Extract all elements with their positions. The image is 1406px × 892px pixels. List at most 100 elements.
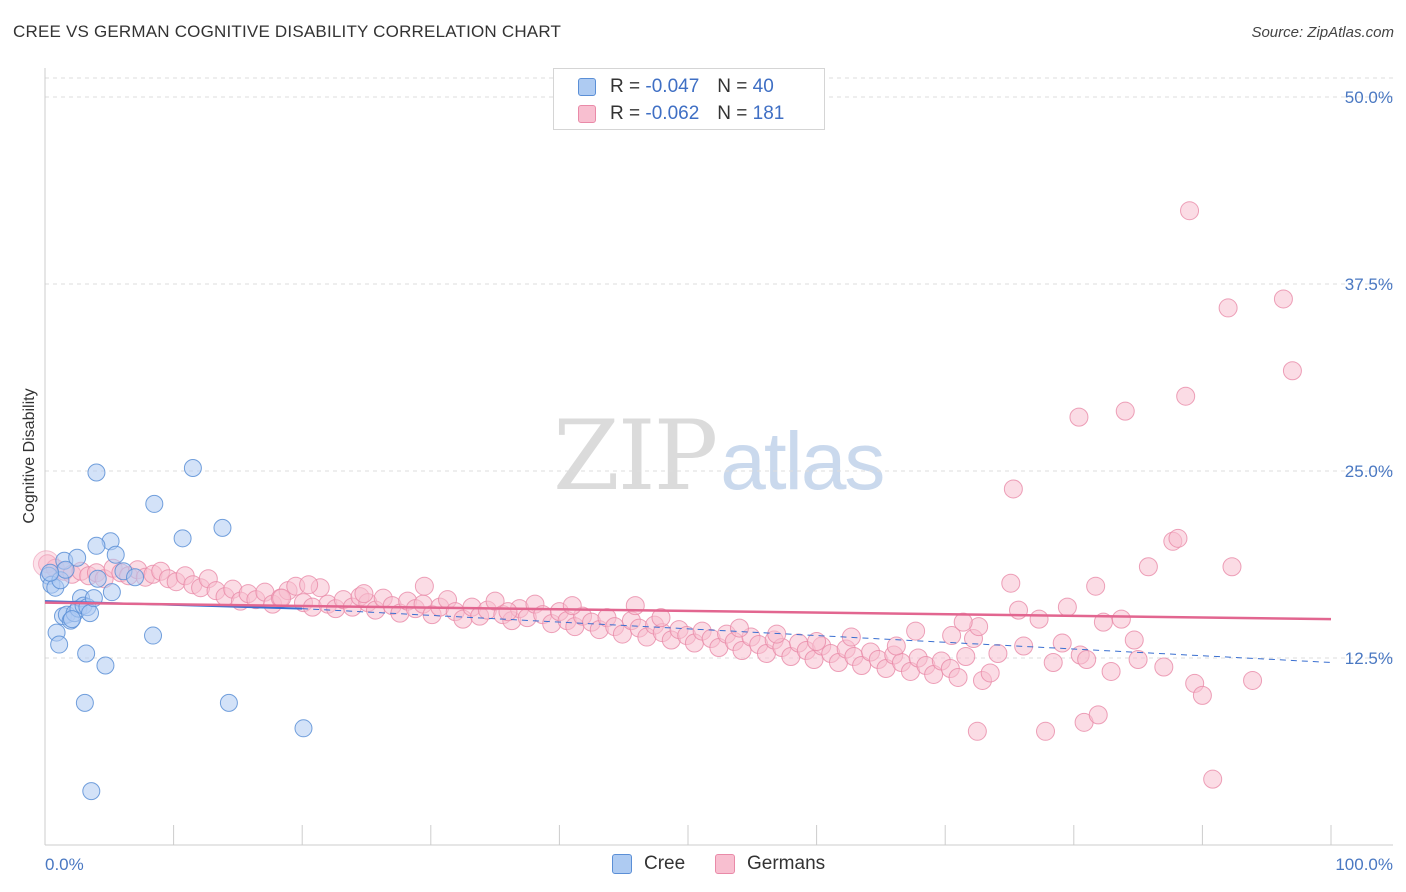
- cree-point: [96, 656, 115, 675]
- germans-swatch: [715, 854, 735, 874]
- germans-point: [1243, 670, 1263, 690]
- y-axis-title: Cognitive Disability: [21, 388, 38, 523]
- cree-point: [63, 610, 82, 629]
- germans-point: [1052, 633, 1072, 653]
- cree-point: [144, 626, 163, 645]
- germans-point: [886, 636, 906, 656]
- cree-swatch: [578, 78, 596, 96]
- germans-point: [651, 608, 671, 628]
- axes: [44, 68, 1393, 846]
- germans-point: [1069, 407, 1089, 427]
- germans-point: [1043, 652, 1063, 672]
- legend-row-cree: R = -0.047 N = 40: [578, 74, 774, 100]
- legend-n-value-germans: 181: [752, 103, 785, 124]
- germans-point: [1128, 649, 1148, 669]
- correlation-legend: R = -0.047 N = 40 R = -0.062 N = 181: [553, 68, 825, 130]
- cree-point: [56, 560, 75, 579]
- legend-r-label: R =: [610, 103, 641, 124]
- cree-point: [219, 693, 238, 712]
- germans-point: [562, 596, 582, 616]
- germans-point: [1218, 298, 1238, 318]
- germans-point: [414, 576, 434, 596]
- cree-point: [173, 529, 192, 548]
- cree-trend-dashed: [302, 608, 1332, 663]
- germans-point: [498, 602, 518, 622]
- germans-point: [1222, 557, 1242, 577]
- germans-point: [1077, 649, 1097, 669]
- germans-point: [948, 667, 968, 687]
- germans-point: [1088, 705, 1108, 725]
- source-label: Source: ZipAtlas.com: [1251, 24, 1394, 41]
- germans-point: [988, 644, 1008, 664]
- germans-point: [852, 655, 872, 675]
- cree-point: [102, 583, 121, 602]
- cree-point: [87, 463, 106, 482]
- cree-point: [41, 563, 60, 582]
- y-tick-label: 50.0%: [1345, 88, 1393, 107]
- cree-point: [50, 635, 69, 654]
- germans-point: [953, 612, 973, 632]
- x-tick-label: 0.0%: [45, 855, 84, 874]
- x-tick-label: 100.0%: [1335, 855, 1393, 874]
- legend-n-label: N =: [717, 103, 748, 124]
- germans-point: [807, 632, 827, 652]
- cree-point: [88, 569, 107, 588]
- germans-point: [1101, 661, 1121, 681]
- cree-point: [75, 693, 94, 712]
- cree-point: [106, 545, 125, 564]
- cree-point: [213, 518, 232, 537]
- bottom-legend-germans-label: Germans: [747, 853, 826, 874]
- cree-series: [39, 459, 313, 801]
- gridlines: [45, 77, 1393, 659]
- germans-point: [1192, 685, 1212, 705]
- watermark-atlas: atlas: [720, 416, 885, 507]
- axis-labels: 12.5% 25.0% 37.5% 50.0% 0.0% 100.0% Cognitive …: [21, 88, 1393, 874]
- germans-point: [1029, 609, 1049, 629]
- germans-point: [906, 621, 926, 641]
- germans-point: [967, 721, 987, 741]
- cree-point: [81, 604, 100, 623]
- legend-r-value-germans: -0.062: [645, 103, 700, 124]
- germans-point: [1003, 479, 1023, 499]
- chart-title: CREE VS GERMAN COGNITIVE DISABILITY CORR…: [13, 22, 562, 41]
- legend-n-value-cree: 40: [752, 76, 774, 97]
- germans-point: [354, 584, 374, 604]
- y-tick-label: 25.0%: [1345, 462, 1393, 481]
- germans-point: [956, 647, 976, 667]
- cree-point: [82, 782, 101, 801]
- germans-point: [299, 575, 319, 595]
- bottom-legend-cree-label: Cree: [644, 853, 686, 874]
- germans-point: [1154, 657, 1174, 677]
- cree-point: [68, 548, 87, 567]
- germans-point: [1282, 361, 1302, 381]
- legend-r-label: R =: [610, 76, 641, 97]
- trend-lines: [44, 600, 1332, 663]
- germans-point: [1273, 289, 1293, 309]
- germans-point: [625, 596, 645, 616]
- cree-point: [126, 568, 145, 587]
- germans-point: [1086, 576, 1106, 596]
- legend-n-label: N =: [717, 76, 748, 97]
- legend-r-value-cree: -0.047: [645, 76, 700, 97]
- germans-point: [1176, 386, 1196, 406]
- cree-swatch: [612, 854, 632, 874]
- y-tick-label: 37.5%: [1345, 275, 1393, 294]
- germans-point: [1115, 401, 1135, 421]
- cree-point: [294, 719, 313, 738]
- cree-point: [183, 459, 202, 478]
- germans-point: [1180, 201, 1200, 221]
- germans-point: [1036, 721, 1056, 741]
- legend-row-germans: R = -0.062 N = 181: [578, 101, 784, 127]
- bottom-legend-germans: Germans: [715, 852, 825, 876]
- watermark: ZIPatlas: [553, 400, 885, 512]
- germans-point: [942, 626, 962, 646]
- germans-point: [1111, 609, 1131, 629]
- germans-point: [729, 618, 749, 638]
- germans-point: [1203, 769, 1223, 789]
- cree-point: [145, 494, 164, 513]
- germans-point: [980, 663, 1000, 683]
- germans-point: [1001, 573, 1021, 593]
- cree-point: [87, 536, 106, 555]
- germans-point: [767, 624, 787, 644]
